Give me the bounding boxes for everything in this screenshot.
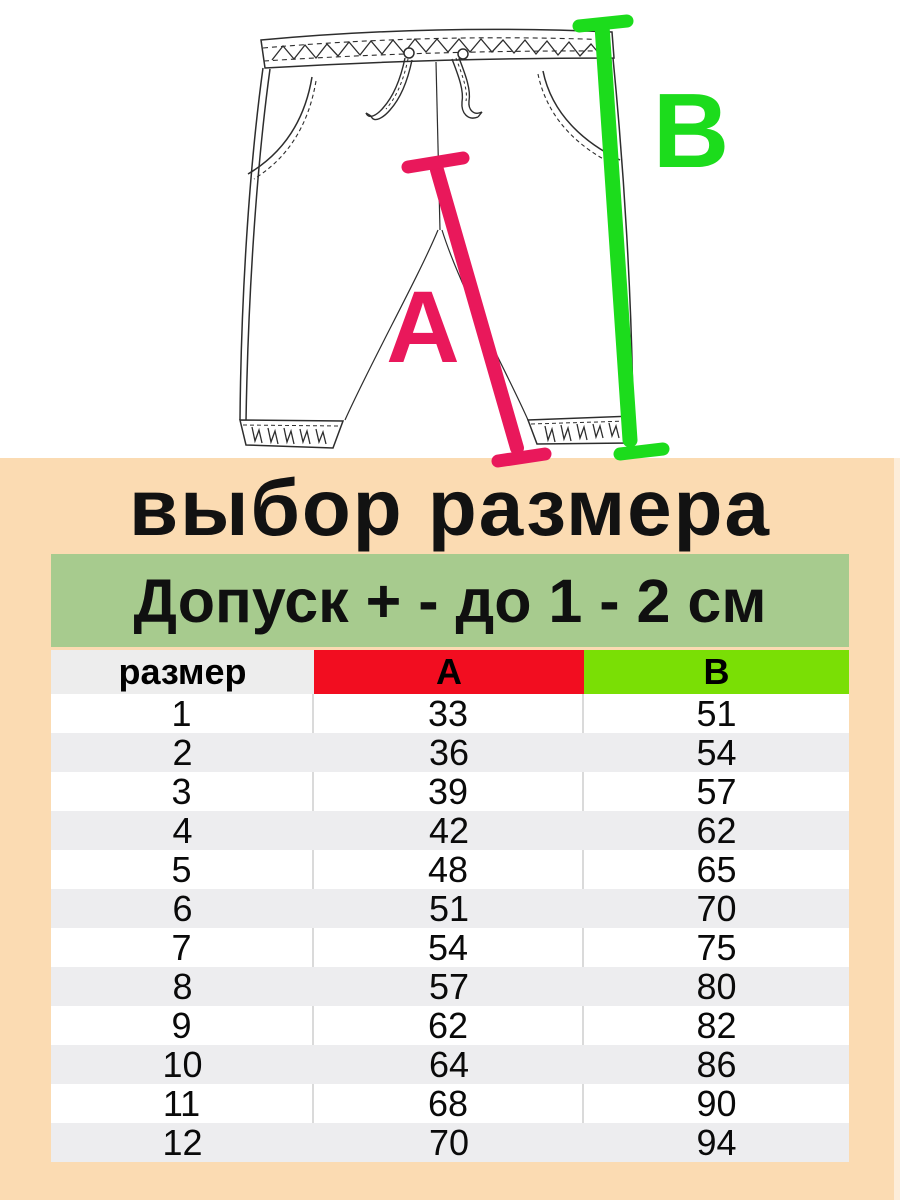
cell-a: 62 — [314, 1005, 584, 1046]
table-row: 5 48 65 — [51, 848, 849, 890]
table-row: 12 70 94 — [51, 1121, 849, 1163]
table-row: 8 57 80 — [51, 965, 849, 1007]
drawstring — [365, 57, 483, 121]
cell-size: 8 — [172, 965, 193, 1007]
cell-b: 94 — [696, 1121, 737, 1163]
cell-size: 9 — [51, 1005, 314, 1046]
table-row: 11 68 90 — [51, 1082, 849, 1124]
table-row: 2 36 54 — [51, 731, 849, 773]
cell-b: 65 — [696, 848, 737, 890]
page-title: выбор размера — [128, 463, 771, 552]
table-row: 10 64 86 — [51, 1043, 849, 1085]
size-table: размер A B 1 33 51 2 36 54 3 39 57 4 42 … — [51, 650, 849, 1163]
cell-b: 54 — [696, 731, 737, 773]
cell-a: 33 — [314, 693, 584, 734]
cell-a: 70 — [428, 1121, 470, 1163]
tolerance-banner: Допуск + - до 1 - 2 см — [51, 554, 849, 647]
cell-size: 5 — [51, 849, 314, 890]
cell-a: 68 — [314, 1083, 584, 1124]
waistband-stitching — [271, 37, 603, 61]
table-row: 7 54 75 — [51, 926, 849, 968]
cell-b: 51 — [696, 692, 737, 734]
measure-cap-a-bottom — [491, 447, 552, 468]
size-info-section: выбор размера Допуск + - до 1 - 2 см раз… — [0, 458, 900, 1200]
cell-size: 2 — [172, 731, 193, 773]
header-a: A — [314, 650, 584, 694]
cell-a: 54 — [314, 927, 584, 968]
cell-b: 70 — [696, 887, 737, 929]
cell-b: 75 — [696, 926, 737, 968]
measure-line-a — [430, 163, 524, 455]
cell-size: 10 — [162, 1043, 203, 1085]
table-row: 1 33 51 — [51, 692, 849, 734]
cell-size: 12 — [162, 1121, 203, 1163]
measure-label-a: A — [386, 270, 460, 384]
pants-measurement-hero: A B — [0, 0, 900, 468]
table-row: 4 42 62 — [51, 809, 849, 851]
cell-b: 90 — [696, 1082, 737, 1124]
right-edge-artifact — [894, 458, 900, 1200]
measure-cap-a-top — [401, 151, 470, 174]
measure-line-b — [594, 18, 638, 448]
cell-a: 51 — [428, 887, 470, 929]
cell-a: 39 — [314, 771, 584, 812]
cell-size: 11 — [51, 1083, 314, 1124]
cell-a: 57 — [428, 965, 470, 1007]
table-row: 3 39 57 — [51, 770, 849, 812]
grommet-right — [457, 48, 469, 60]
pocket-left — [247, 76, 313, 175]
table-row: 9 62 82 — [51, 1004, 849, 1046]
cell-size: 7 — [51, 927, 314, 968]
measure-cap-b-bottom — [613, 442, 670, 461]
cell-a: 42 — [428, 809, 470, 851]
measurements: A B — [386, 14, 730, 468]
waistband — [260, 28, 615, 69]
header-size: размер — [51, 650, 314, 694]
table-row: 6 51 70 — [51, 887, 849, 929]
center-seam — [435, 61, 441, 231]
cell-b: 57 — [696, 770, 737, 812]
cell-a: 36 — [428, 731, 470, 773]
measure-cap-b-top — [572, 14, 634, 33]
header-b: B — [584, 650, 849, 694]
grommet-left — [403, 47, 415, 59]
cell-size: 3 — [51, 771, 314, 812]
pants-diagram: A B — [239, 14, 730, 468]
cell-b: 62 — [696, 809, 737, 851]
cell-size: 6 — [172, 887, 193, 929]
cell-b: 82 — [696, 1004, 737, 1046]
cell-a: 64 — [428, 1043, 470, 1085]
cell-size: 1 — [51, 693, 314, 734]
cell-b: 80 — [696, 965, 737, 1007]
cell-size: 4 — [172, 809, 193, 851]
cell-b: 86 — [696, 1043, 737, 1085]
table-header-row: размер A B — [51, 650, 849, 694]
pants-outline — [239, 28, 634, 449]
cell-a: 48 — [314, 849, 584, 890]
measure-label-b: B — [653, 72, 730, 190]
